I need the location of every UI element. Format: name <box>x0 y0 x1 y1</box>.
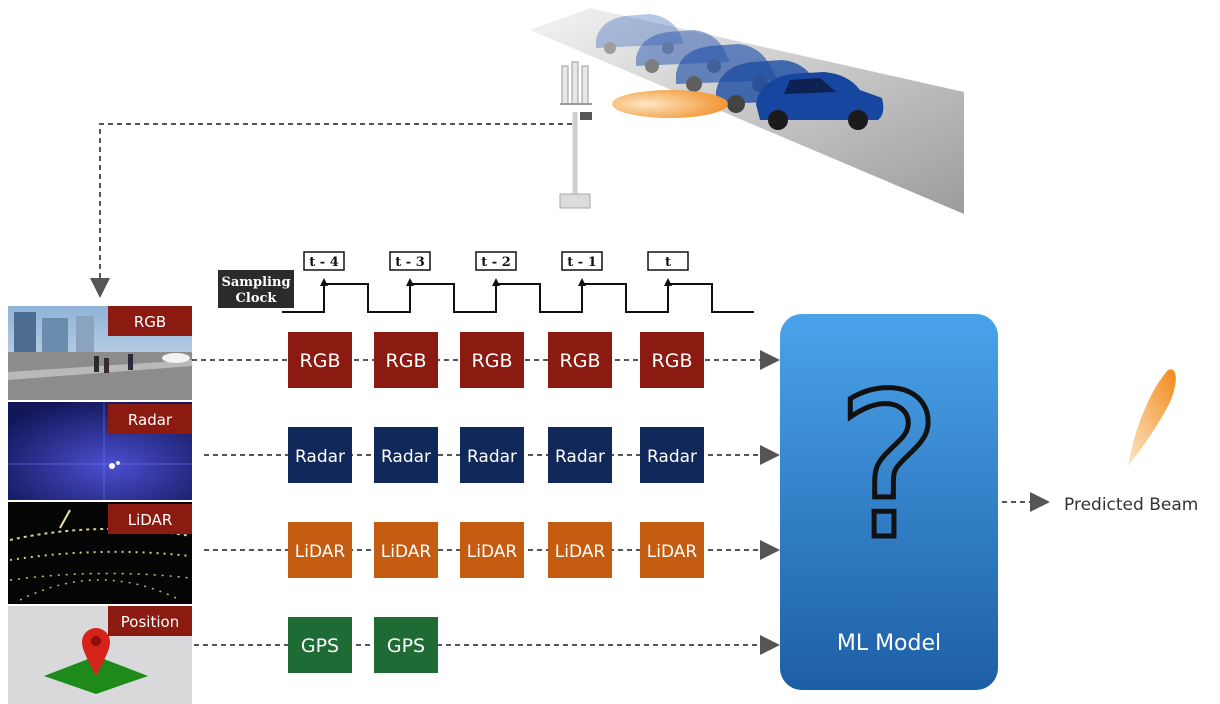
sampling-clock-label-line1: Sampling <box>221 275 290 290</box>
sensor-tag-label: Radar <box>128 411 173 429</box>
clock-rising-edge-arrow <box>406 278 414 286</box>
sample-box <box>288 522 352 578</box>
sample-box <box>460 522 524 578</box>
sensor-images: RGB Radar LiDAR Position <box>8 306 192 704</box>
clock-rising-edge-arrow <box>320 278 328 286</box>
predicted-beam-icon <box>1128 369 1176 466</box>
clock-tick-box <box>303 251 345 271</box>
model-question-mark: ? <box>836 351 942 584</box>
sensor-tag-rgb: RGB <box>108 306 192 336</box>
sample-box-label: RGB <box>652 350 693 372</box>
clock-tick-label: t - 3 <box>395 255 425 270</box>
sample-box-label: LiDAR <box>467 542 518 562</box>
road-plane <box>530 8 964 214</box>
car-sequence <box>596 14 884 130</box>
sample-box-label: Radar <box>555 447 605 467</box>
sample-box <box>288 617 352 673</box>
clock-tick-label: t - 1 <box>567 255 597 270</box>
row-gps: GPS GPS <box>194 617 780 673</box>
sample-box-label: RGB <box>472 350 513 372</box>
sample-box <box>460 332 524 388</box>
road-scene <box>530 8 964 214</box>
sample-box <box>374 522 438 578</box>
row-lidar: LiDAR LiDAR LiDAR LiDAR LiDAR <box>204 522 780 578</box>
sample-box <box>288 332 352 388</box>
clock-tick-box <box>647 251 689 271</box>
clock-tick-label: t - 4 <box>309 255 339 270</box>
sample-box-label: RGB <box>560 350 601 372</box>
sampling-clock: Sampling Clock t - 4 t - 3 t - 2 t - 1 t <box>218 251 754 313</box>
row-radar: Radar Radar Radar Radar Radar <box>204 427 780 483</box>
clock-tick-label: t <box>665 255 671 270</box>
sample-box-label: Radar <box>381 447 431 467</box>
sample-box-label: Radar <box>647 447 697 467</box>
sample-box-label: LiDAR <box>555 542 606 562</box>
sample-box-label: RGB <box>300 350 341 372</box>
sample-box <box>374 332 438 388</box>
sensor-tag-label: Position <box>121 613 179 631</box>
sample-box <box>288 427 352 483</box>
sample-box <box>374 427 438 483</box>
predicted-beam-label: Predicted Beam <box>1064 495 1198 515</box>
clock-rising-edge-arrow <box>664 278 672 286</box>
clock-tick-label: t - 2 <box>481 255 511 270</box>
sample-box-label: LiDAR <box>647 542 698 562</box>
ml-model-block: ? ML Model <box>780 314 998 690</box>
sampling-clock-label <box>218 270 294 308</box>
sensor-tag-radar: Radar <box>108 404 192 434</box>
clock-waveform <box>282 283 754 313</box>
model-label: ML Model <box>837 631 941 656</box>
base-station <box>559 61 592 209</box>
sample-box-label: RGB <box>386 350 427 372</box>
sampling-clock-label-line2: Clock <box>236 291 278 306</box>
sample-box <box>548 332 612 388</box>
clock-rising-edge-arrow <box>578 278 586 286</box>
sample-box <box>548 522 612 578</box>
sample-box <box>640 522 704 578</box>
sensor-tag-label: LiDAR <box>128 511 173 529</box>
clock-rising-edge-arrow <box>492 278 500 286</box>
sample-box <box>640 427 704 483</box>
rgb-camera-image <box>8 306 192 400</box>
sample-box <box>548 427 612 483</box>
tower-to-rgb-dashed-line <box>90 123 572 298</box>
car-icon <box>756 72 884 130</box>
sample-box <box>640 332 704 388</box>
sample-box-label: GPS <box>387 635 425 657</box>
sensor-tag-lidar: LiDAR <box>108 504 192 534</box>
clock-tick-box <box>475 251 517 271</box>
sample-box <box>460 427 524 483</box>
clock-tick-box <box>561 251 603 271</box>
sample-box-label: GPS <box>301 635 339 657</box>
location-pin-icon <box>82 628 110 676</box>
sample-box-label: LiDAR <box>381 542 432 562</box>
sample-box-label: LiDAR <box>295 542 346 562</box>
sensor-tag-position: Position <box>108 606 192 636</box>
sample-box <box>374 617 438 673</box>
row-rgb: RGB RGB RGB RGB RGB <box>192 332 780 388</box>
clock-tick-box <box>389 251 431 271</box>
sample-box-label: Radar <box>467 447 517 467</box>
clock-ticks: t - 4 t - 3 t - 2 t - 1 t <box>303 251 689 286</box>
sensor-tag-label: RGB <box>134 313 166 331</box>
position-map-image <box>8 606 192 704</box>
transmit-beam <box>612 90 728 118</box>
sample-box-label: Radar <box>295 447 345 467</box>
